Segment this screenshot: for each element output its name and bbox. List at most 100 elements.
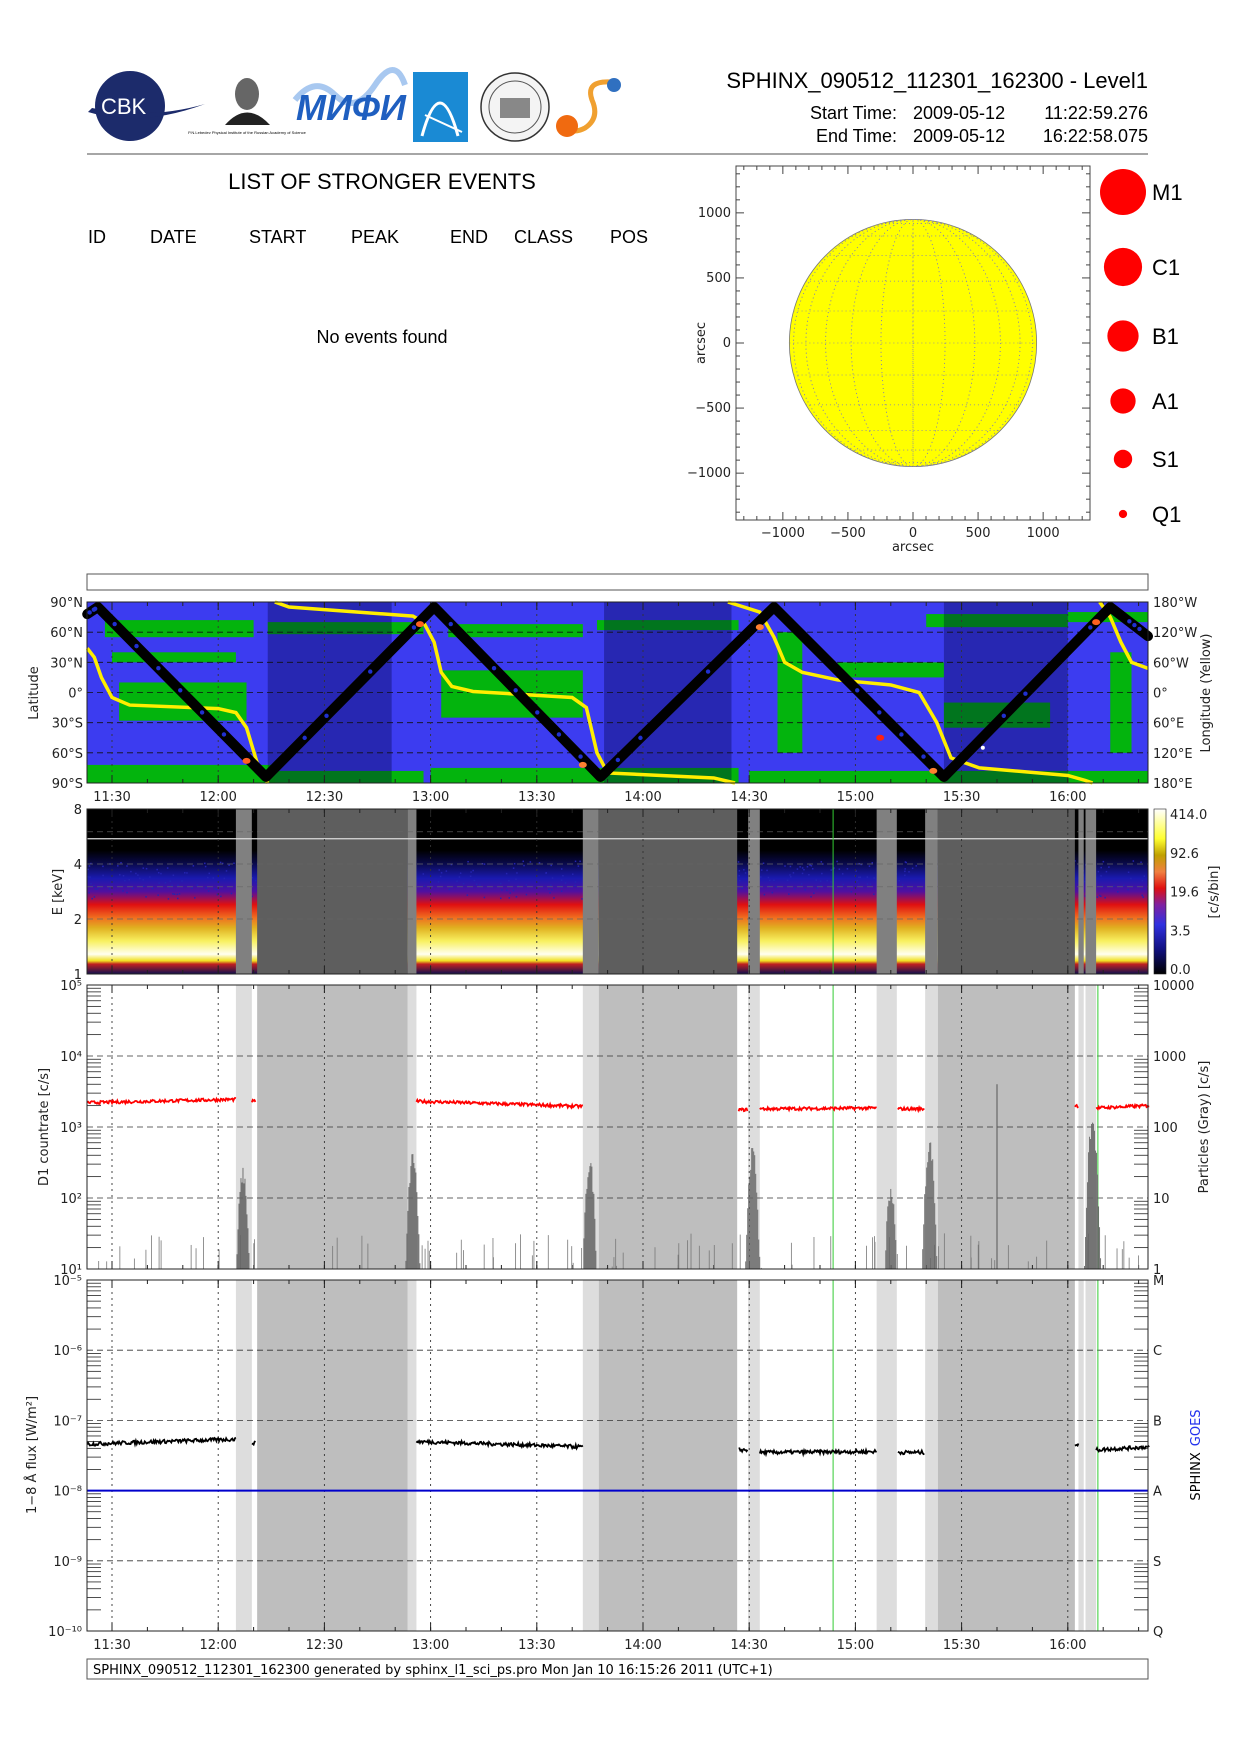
track-count-dot	[1132, 622, 1137, 628]
spectrogram-noise	[739, 879, 741, 882]
time-tick-label: 12:30	[306, 1638, 343, 1653]
data-gap-light	[876, 1280, 897, 1631]
spectrogram-noise	[208, 872, 210, 875]
colorbar-tick-label: 19.6	[1170, 886, 1199, 901]
spectrogram-noise	[1122, 884, 1125, 886]
spectrogram-noise	[178, 893, 181, 895]
spectrogram-noise	[423, 885, 426, 887]
spectrogram-noise	[205, 887, 207, 889]
spectrogram-noise	[102, 865, 104, 868]
spectrogram-noise	[562, 874, 564, 877]
spectrogram-noise	[102, 874, 104, 877]
spectrogram-noise	[142, 885, 145, 887]
spectrogram-noise	[799, 866, 801, 868]
start-time: 11:22:59.276	[1044, 103, 1148, 123]
spectrogram-noise	[181, 880, 183, 882]
goes-class-label: C	[1153, 1344, 1162, 1359]
spectrogram-noise	[1141, 879, 1144, 882]
spectrogram-noise	[137, 874, 139, 876]
spectrogram-noise	[151, 887, 154, 890]
sun-x-tick-label: 0	[909, 526, 917, 541]
spectrogram-noise	[508, 897, 511, 899]
spectrogram-noise	[1104, 896, 1106, 899]
spectrogram-noise	[88, 865, 91, 867]
spectrogram-noise	[1100, 895, 1102, 897]
spectrogram-noise	[873, 877, 875, 879]
spectrogram-noise	[1117, 891, 1119, 893]
spectrogram-noise	[149, 876, 151, 878]
spectrogram-noise	[830, 869, 832, 871]
spectrogram-noise	[525, 884, 528, 886]
spectrogram-noise	[173, 893, 176, 895]
sphinx-flux-line	[738, 1447, 749, 1454]
spectrogram-noise	[1096, 896, 1099, 898]
spectrogram-noise	[117, 865, 119, 867]
energy-tick-label: 2	[74, 913, 82, 928]
spectrogram-noise	[219, 861, 222, 864]
track-count-dot	[112, 621, 117, 627]
goes-class-label: B	[1153, 1414, 1162, 1429]
spectrogram-noise	[440, 872, 443, 874]
spectrogram-noise	[1074, 860, 1076, 862]
spectrogram-noise	[796, 868, 799, 870]
spectrogram-noise	[773, 879, 775, 882]
spectrogram-noise	[204, 865, 207, 868]
legend-sphinx: SPHINX	[1189, 1452, 1204, 1500]
no-events-message: No events found	[316, 327, 447, 347]
longitude-tick-label: 180°E	[1153, 777, 1193, 792]
time-tick-label: 13:30	[518, 790, 555, 805]
spectrogram-noise	[858, 876, 860, 879]
spectrogram-noise	[90, 862, 92, 865]
legend-label-b1: B1	[1152, 324, 1179, 349]
spectrogram-noise	[177, 897, 179, 900]
spectrogram-noise	[132, 887, 134, 890]
spectrogram-noise	[911, 867, 914, 870]
flux-legend: SPHINX GOES	[1189, 1409, 1204, 1500]
track-count-dot	[178, 688, 183, 693]
data-gap-light	[876, 809, 897, 974]
spectrogram-noise	[467, 860, 469, 863]
spectrogram-noise	[763, 893, 766, 896]
flux-panel: 11:30 12:00 12:30 13:00 13:30 14:00 14:30 15:00…	[48, 1274, 1164, 1653]
sphinx-flux-line	[897, 1448, 925, 1456]
spectrogram-noise	[145, 867, 148, 870]
spectrogram-noise	[741, 887, 743, 890]
spectrogram-noise	[564, 882, 567, 884]
data-gap-light	[748, 985, 760, 1269]
column-header-peak: PEAK	[351, 227, 399, 247]
data-gap-light	[235, 1280, 252, 1631]
time-tick-label: 12:30	[306, 790, 343, 805]
spectrogram-noise	[459, 872, 462, 874]
spectrogram-noise	[88, 891, 90, 894]
spectrogram-noise	[512, 867, 515, 869]
spectrogram-noise	[571, 873, 574, 875]
particle-region	[87, 764, 275, 783]
spectrogram-noise	[1100, 866, 1102, 869]
spectrogram-noise	[196, 884, 198, 886]
spectrogram-noise	[192, 865, 195, 867]
data-gap-light	[1085, 1280, 1097, 1631]
column-header-date: DATE	[150, 227, 197, 247]
spectrogram-noise	[93, 884, 95, 887]
spectrogram-noise	[157, 871, 160, 874]
track-count-dot	[615, 757, 621, 763]
spectrogram-noise	[1127, 871, 1130, 874]
data-gap-dark	[257, 809, 408, 974]
spectrogram-noise	[550, 884, 552, 886]
countrate-tick-label: 10⁴	[60, 1050, 82, 1065]
column-header-class: CLASS	[514, 227, 573, 247]
latitude-tick-label: 90°S	[52, 777, 83, 792]
spectrogram-noise	[1143, 875, 1146, 877]
spectrogram-noise	[164, 881, 167, 884]
particles-tick-label: 10000	[1153, 979, 1194, 994]
spectrogram-noise	[856, 879, 858, 882]
sphinx-flux-line	[251, 1440, 257, 1447]
time-tick-label: 12:00	[199, 790, 236, 805]
spectrogram-noise	[517, 885, 519, 887]
spectrogram-noise	[87, 868, 89, 871]
flux-frame	[86, 1279, 1149, 1632]
legend-circle-s1	[1113, 449, 1133, 469]
spectrogram-noise	[501, 889, 503, 891]
track-count-dot	[491, 666, 497, 671]
spectrogram-noise	[145, 896, 147, 898]
